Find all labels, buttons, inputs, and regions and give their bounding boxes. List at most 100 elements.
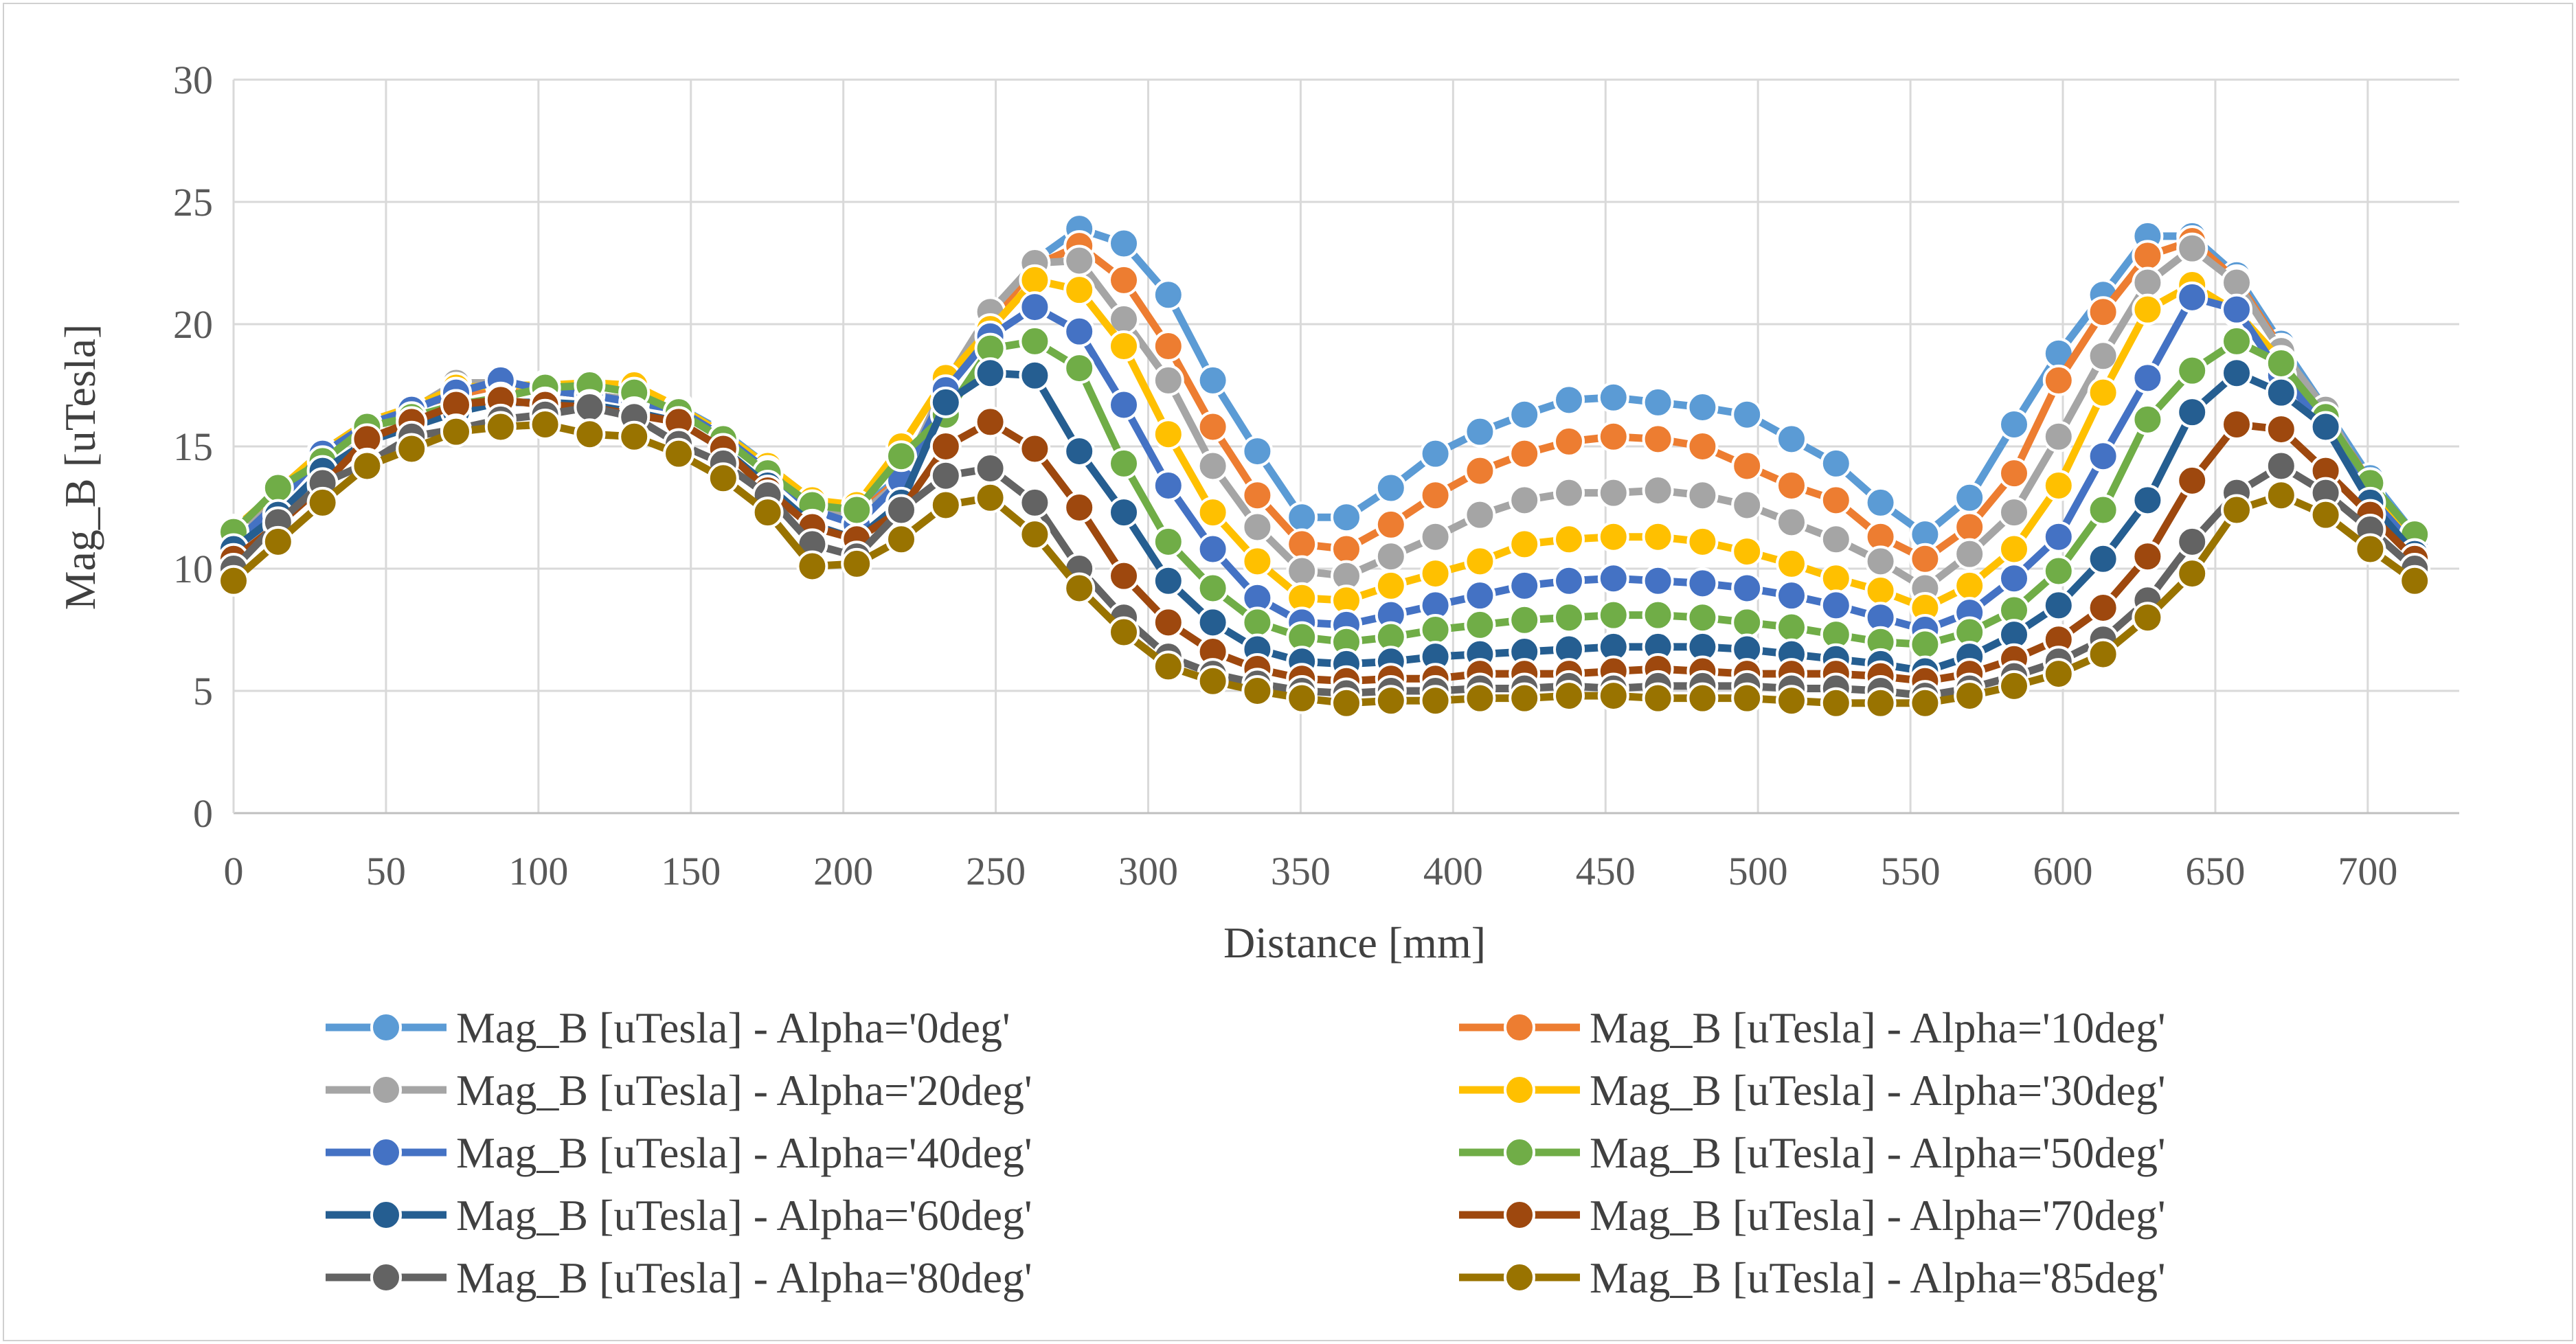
data-point bbox=[1375, 508, 1407, 540]
data-point bbox=[2087, 543, 2119, 575]
legend-label: Mag_B [uTesla] - Alpha='80deg' bbox=[456, 1253, 1032, 1302]
data-point bbox=[618, 420, 651, 453]
legend-label: Mag_B [uTesla] - Alpha='50deg' bbox=[1590, 1128, 2166, 1177]
data-point bbox=[885, 440, 917, 472]
data-point bbox=[1864, 575, 1897, 607]
legend-swatch-marker bbox=[1504, 1074, 1535, 1106]
data-point bbox=[1820, 484, 1852, 516]
data-point bbox=[1642, 386, 1674, 418]
data-point bbox=[2309, 499, 2342, 531]
legend-item: Mag_B [uTesla] - Alpha='40deg' bbox=[326, 1128, 1032, 1177]
data-point bbox=[1152, 364, 1184, 396]
data-point bbox=[1063, 274, 1096, 306]
data-point bbox=[1820, 523, 1852, 556]
data-point bbox=[2132, 602, 2164, 634]
legend-swatch-marker bbox=[1504, 1012, 1535, 1043]
data-point bbox=[1864, 545, 1897, 578]
data-point bbox=[2087, 494, 2119, 526]
data-point bbox=[1152, 418, 1184, 451]
data-point bbox=[1108, 389, 1140, 421]
data-point bbox=[1019, 433, 1051, 465]
y-tick-label: 15 bbox=[173, 424, 213, 469]
data-point bbox=[1419, 479, 1451, 512]
y-tick-label: 25 bbox=[173, 180, 213, 225]
data-point bbox=[2354, 533, 2386, 565]
legend-item: Mag_B [uTesla] - Alpha='0deg' bbox=[326, 1003, 1010, 1052]
data-point bbox=[2265, 479, 2297, 512]
data-point bbox=[1954, 569, 1986, 602]
y-tick-label: 0 bbox=[193, 791, 213, 836]
data-point bbox=[1063, 315, 1096, 348]
data-point bbox=[1597, 420, 1629, 453]
data-point bbox=[1419, 614, 1451, 646]
data-point bbox=[1108, 264, 1140, 296]
data-point bbox=[2042, 469, 2075, 501]
x-tick-label: 250 bbox=[966, 849, 1026, 893]
data-point bbox=[2176, 396, 2208, 429]
data-point bbox=[1731, 489, 1763, 521]
data-point bbox=[1152, 650, 1184, 683]
data-point bbox=[1998, 457, 2030, 490]
data-point bbox=[1776, 469, 1807, 501]
legend-swatch-marker bbox=[370, 1012, 402, 1043]
data-point bbox=[929, 459, 962, 492]
y-tick-label: 20 bbox=[173, 302, 213, 347]
data-point bbox=[1731, 536, 1763, 568]
data-point bbox=[2221, 408, 2252, 440]
data-point bbox=[1063, 572, 1096, 604]
legend-label: Mag_B [uTesla] - Alpha='20deg' bbox=[456, 1066, 1032, 1115]
data-point bbox=[707, 462, 739, 494]
data-point bbox=[2042, 555, 2075, 587]
x-axis-title: Distance [mm] bbox=[1223, 918, 1486, 967]
data-point bbox=[1731, 572, 1763, 604]
legend-swatch-marker bbox=[1504, 1262, 1535, 1293]
data-point bbox=[1642, 521, 1674, 553]
data-point bbox=[1954, 511, 1986, 543]
data-point bbox=[396, 433, 428, 465]
data-point bbox=[1776, 611, 1807, 643]
data-point bbox=[1553, 384, 1585, 416]
data-point bbox=[1464, 415, 1496, 448]
data-point bbox=[1820, 447, 1852, 479]
data-point bbox=[2265, 450, 2297, 482]
data-point bbox=[1553, 477, 1585, 509]
data-point bbox=[1686, 602, 1719, 634]
data-point bbox=[218, 565, 249, 597]
data-point bbox=[1686, 567, 1719, 600]
x-tick-label: 100 bbox=[508, 849, 568, 893]
data-point bbox=[1108, 616, 1140, 648]
data-point bbox=[1241, 545, 1274, 578]
data-point bbox=[1019, 519, 1051, 551]
data-point bbox=[1464, 545, 1496, 578]
data-point bbox=[974, 406, 1006, 438]
data-point bbox=[1108, 227, 1140, 260]
data-point bbox=[1197, 497, 1229, 529]
data-point bbox=[1509, 398, 1541, 431]
y-axis-title: Mag_B [uTesla] bbox=[56, 324, 104, 611]
data-point bbox=[1642, 565, 1674, 597]
data-point bbox=[351, 450, 383, 482]
x-tick-label: 550 bbox=[1881, 849, 1941, 893]
legend-label: Mag_B [uTesla] - Alpha='85deg' bbox=[1590, 1253, 2166, 1302]
data-point bbox=[1553, 425, 1585, 457]
data-point bbox=[1108, 560, 1140, 592]
legend: Mag_B [uTesla] - Alpha='0deg' Mag_B [uTes… bbox=[326, 1003, 2166, 1302]
data-point bbox=[1286, 555, 1318, 587]
data-point bbox=[574, 391, 606, 424]
data-point bbox=[1063, 435, 1096, 468]
data-point bbox=[1197, 572, 1229, 604]
data-point bbox=[1731, 606, 1763, 639]
data-point bbox=[1197, 665, 1229, 697]
data-point bbox=[2265, 413, 2297, 446]
data-point bbox=[1553, 523, 1585, 556]
x-tick-label: 50 bbox=[366, 849, 406, 893]
data-point bbox=[1776, 547, 1807, 580]
data-point bbox=[1776, 685, 1807, 717]
y-tick-label: 30 bbox=[173, 58, 213, 102]
data-point bbox=[484, 411, 517, 443]
data-point bbox=[1820, 562, 1852, 595]
data-point bbox=[1820, 687, 1852, 719]
data-point bbox=[2087, 376, 2119, 409]
data-point bbox=[1152, 565, 1184, 597]
data-point bbox=[1375, 685, 1407, 717]
